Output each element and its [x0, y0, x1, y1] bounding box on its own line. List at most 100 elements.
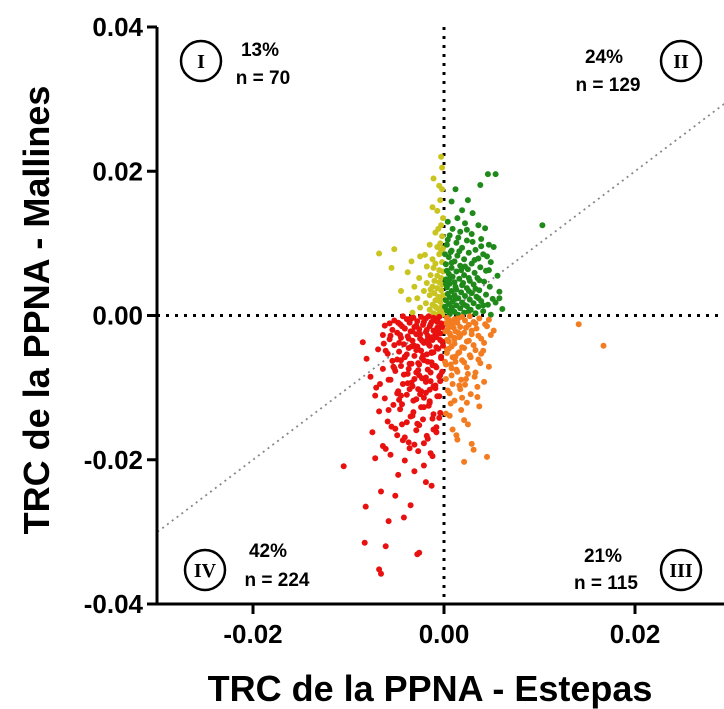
data-point-quadrant-III — [461, 417, 468, 424]
data-point-quadrant-II — [462, 293, 468, 299]
data-point-quadrant-IV — [398, 363, 404, 369]
data-point-quadrant-I — [434, 244, 441, 250]
data-point-quadrant-II — [444, 236, 451, 243]
data-point-quadrant-III — [457, 324, 464, 330]
data-point-quadrant-IV — [406, 445, 413, 452]
data-point-quadrant-II — [494, 272, 501, 279]
data-point-quadrant-III — [461, 345, 468, 351]
data-point-quadrant-IV — [372, 392, 379, 399]
data-point-quadrant-II — [484, 301, 491, 308]
data-point-quadrant-IV — [437, 409, 444, 416]
data-point-quadrant-III — [474, 383, 481, 390]
data-point-quadrant-II — [539, 222, 546, 229]
data-point-quadrant-IV — [400, 341, 407, 348]
data-point-quadrant-II — [458, 267, 465, 274]
data-point-quadrant-II — [471, 269, 478, 276]
data-point-quadrant-II — [465, 308, 472, 315]
data-point-quadrant-III — [463, 376, 469, 382]
data-point-quadrant-IV — [403, 391, 410, 398]
data-point-quadrant-IV — [375, 346, 382, 353]
quadrant-I-count: n = 70 — [236, 68, 290, 89]
data-point-quadrant-IV — [433, 344, 440, 351]
data-point-quadrant-IV — [424, 336, 431, 343]
data-point-quadrant-II — [475, 222, 482, 229]
data-point-quadrant-IV — [379, 332, 386, 338]
data-point-quadrant-II — [462, 263, 468, 270]
data-point-quadrant-IV — [439, 368, 446, 375]
data-point-quadrant-III — [448, 365, 455, 372]
data-point-quadrant-II — [475, 295, 482, 302]
data-point-quadrant-IV — [424, 358, 431, 365]
data-point-quadrant-IV — [405, 439, 412, 446]
quadrant-II-badge — [659, 39, 703, 83]
quadrant-IV-label: IV 42% n = 224 — [183, 541, 310, 592]
data-point-quadrant-II — [477, 264, 484, 271]
data-point-quadrant-III — [446, 390, 453, 397]
data-point-quadrant-I — [411, 283, 418, 290]
data-point-quadrant-III — [459, 394, 466, 401]
x-tick-label: 0.00 — [419, 619, 470, 649]
data-point-quadrant-III — [487, 332, 494, 338]
data-point-quadrant-I — [439, 186, 446, 193]
data-point-quadrant-IV — [385, 407, 392, 413]
data-point-quadrant-III — [454, 368, 461, 375]
quadrant-I-numeral: I — [197, 51, 205, 73]
data-point-quadrant-IV — [428, 349, 435, 356]
data-point-quadrant-II — [453, 239, 460, 246]
data-point-quadrant-IV — [367, 373, 374, 380]
data-point-quadrant-II — [466, 296, 473, 303]
quadrant-III-percent: 21% — [584, 546, 622, 567]
quadrant-I-label: I 13% n = 70 — [179, 39, 290, 89]
data-point-quadrant-I — [429, 256, 436, 263]
data-point-quadrant-I — [391, 246, 398, 253]
data-point-quadrant-IV — [399, 401, 405, 408]
data-point-quadrant-II — [449, 225, 456, 232]
data-point-quadrant-IV — [408, 360, 415, 367]
data-point-quadrant-II — [483, 291, 489, 298]
data-point-quadrant-III — [476, 403, 483, 410]
data-point-quadrant-II — [462, 220, 468, 227]
data-point-quadrant-IV — [373, 384, 380, 391]
data-point-quadrant-IV — [389, 326, 396, 333]
data-point-quadrant-I — [432, 303, 439, 310]
data-point-quadrant-IV — [417, 331, 424, 338]
data-point-quadrant-IV — [415, 448, 422, 455]
data-point-quadrant-IV — [416, 372, 423, 379]
data-point-quadrant-IV — [372, 455, 379, 462]
data-point-quadrant-II — [476, 277, 483, 284]
data-point-quadrant-III — [464, 421, 471, 428]
ticks-layer: 0.04 0.02 0.00 -0.02 -0.04 -0.02 0.00 0.02 — [84, 12, 661, 649]
data-point-quadrant-IV — [425, 402, 432, 409]
data-point-quadrant-IV — [430, 426, 437, 433]
data-point-quadrant-II — [459, 207, 466, 214]
data-point-quadrant-III — [467, 354, 474, 361]
data-point-quadrant-IV — [414, 420, 421, 427]
data-point-quadrant-III — [445, 338, 452, 345]
data-point-quadrant-II — [457, 228, 464, 235]
data-point-quadrant-IV — [399, 381, 406, 387]
data-point-quadrant-II — [472, 285, 479, 292]
data-point-quadrant-I — [437, 295, 444, 302]
data-point-quadrant-III — [470, 446, 477, 453]
data-point-quadrant-II — [461, 256, 468, 263]
data-point-quadrant-IV — [415, 367, 422, 374]
data-point-quadrant-IV — [415, 360, 422, 367]
data-point-quadrant-II — [448, 259, 455, 266]
quadrant-III-count: n = 115 — [574, 573, 638, 594]
quadrant-I-percent: 13% — [241, 40, 279, 61]
data-point-quadrant-IV — [395, 471, 402, 478]
data-point-quadrant-III — [481, 339, 488, 346]
data-point-quadrant-IV — [404, 380, 411, 387]
data-point-quadrant-I — [414, 295, 421, 302]
data-point-quadrant-IV — [427, 369, 434, 376]
data-point-quadrant-II — [469, 238, 476, 245]
data-point-quadrant-II — [448, 264, 455, 271]
data-point-quadrant-IV — [388, 423, 395, 430]
data-point-quadrant-IV — [422, 378, 429, 385]
data-point-quadrant-IV — [401, 434, 408, 441]
data-point-quadrant-II — [478, 243, 485, 250]
data-point-quadrant-IV — [386, 320, 393, 327]
data-point-quadrant-IV — [419, 337, 425, 344]
data-point-quadrant-IV — [426, 386, 433, 393]
